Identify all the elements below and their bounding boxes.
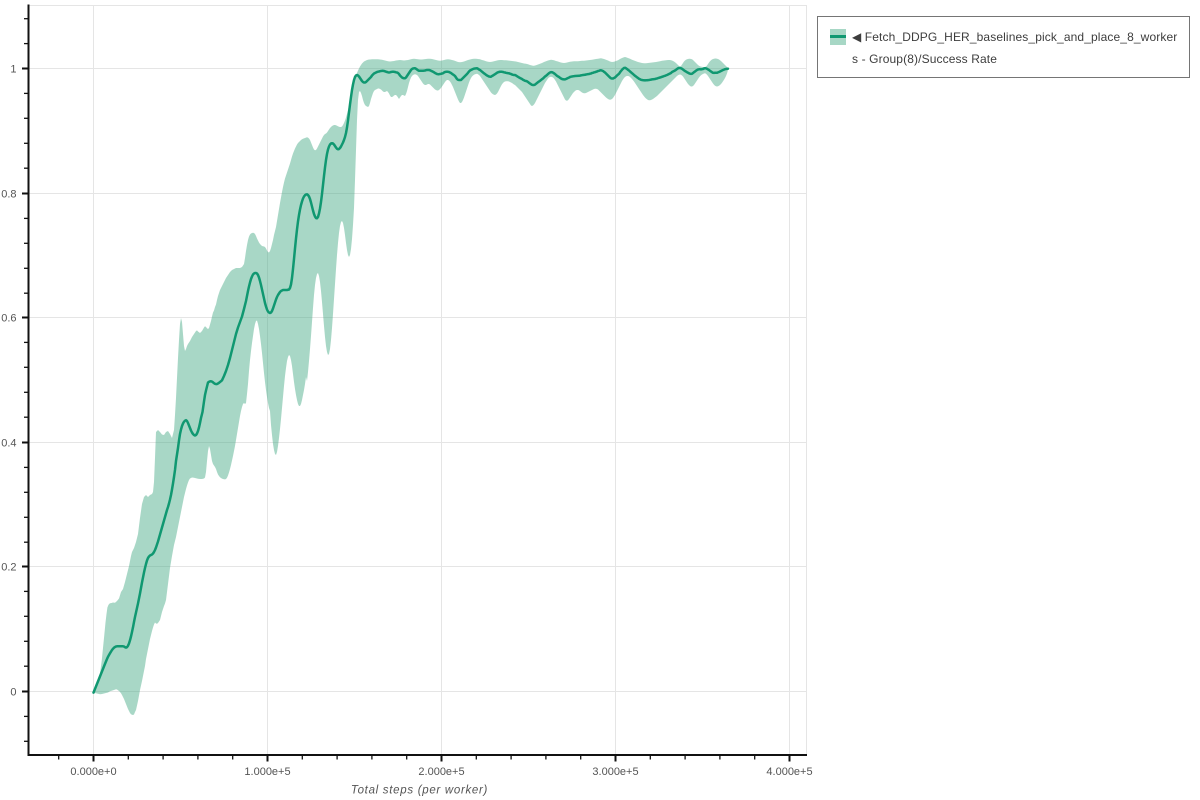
svg-text:4.000e+5: 4.000e+5 [766,766,812,778]
svg-text:1.000e+5: 1.000e+5 [244,766,290,778]
svg-text:3.000e+5: 3.000e+5 [592,766,638,778]
svg-text:2.000e+5: 2.000e+5 [418,766,464,778]
svg-text:0: 0 [10,686,16,698]
svg-text:0.6: 0.6 [1,312,16,324]
svg-text:0.8: 0.8 [1,188,16,200]
svg-text:Total steps (per worker): Total steps (per worker) [351,785,488,797]
svg-text:1: 1 [10,63,16,75]
svg-text:0.2: 0.2 [1,561,16,573]
svg-text:0.000e+0: 0.000e+0 [70,766,116,778]
svg-text:0.4: 0.4 [1,437,16,449]
